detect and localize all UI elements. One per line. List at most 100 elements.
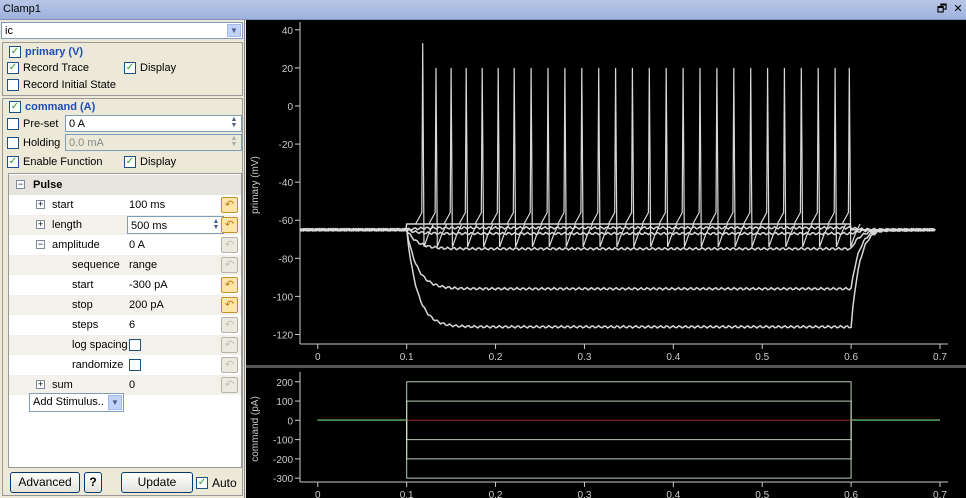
expand-icon[interactable]: + bbox=[36, 199, 45, 209]
primary-plot[interactable]: 0 0.1 0.2 0.3 0.4 0.5 0.6 0.7 -120 -100 -80 -60 -40 -… bbox=[246, 20, 966, 365]
primary-spike bbox=[607, 67, 627, 248]
record-trace-checkbox[interactable]: ✓ bbox=[7, 62, 19, 75]
record-trace-label: Record Trace bbox=[23, 62, 90, 75]
undo-icon: ↶ bbox=[221, 257, 238, 273]
tree-row-randomize[interactable]: randomize ↶ bbox=[9, 355, 241, 375]
command-header-row[interactable]: ✓ command (A) bbox=[9, 99, 95, 115]
close-icon[interactable]: ✕ bbox=[953, 3, 963, 15]
command-display-label: Display bbox=[140, 156, 177, 169]
primary-spike bbox=[540, 67, 560, 248]
primary-spike bbox=[692, 67, 712, 248]
sum-name: sum bbox=[52, 379, 73, 391]
primary-enable-checkbox[interactable]: ✓ bbox=[9, 46, 21, 59]
primary-series-line bbox=[300, 223, 936, 231]
undo-icon[interactable]: ↶ bbox=[221, 277, 238, 293]
undo-icon[interactable]: ↶ bbox=[221, 217, 238, 233]
command-y-tick-label: -100 bbox=[273, 436, 293, 447]
start-name: start bbox=[52, 199, 74, 211]
record-trace-row[interactable]: ✓ Record Trace bbox=[7, 60, 89, 76]
tree-row-log-spacing[interactable]: log spacing ↶ bbox=[9, 335, 241, 355]
tree-row-sum[interactable]: + sum 0 ↶ bbox=[9, 375, 241, 395]
preset-checkbox[interactable] bbox=[7, 118, 19, 131]
undo-icon: ↶ bbox=[221, 317, 238, 333]
mode-select[interactable]: ic ▼ bbox=[1, 22, 243, 39]
collapse-icon[interactable]: − bbox=[16, 179, 25, 189]
command-display-checkbox[interactable]: ✓ bbox=[124, 156, 136, 169]
command-display-row[interactable]: ✓ Display bbox=[124, 154, 176, 170]
help-button[interactable]: ? bbox=[84, 472, 102, 493]
length-spinbox[interactable]: 500 ms ▲ ▼ bbox=[127, 216, 224, 234]
spin-arrows-icon[interactable]: ▲ ▼ bbox=[212, 218, 220, 231]
tree-row-sequence[interactable]: sequence range ↶ bbox=[9, 255, 241, 275]
primary-y-tick-label: 20 bbox=[282, 64, 294, 75]
record-initial-state-checkbox[interactable] bbox=[7, 79, 19, 92]
primary-display-row[interactable]: ✓ Display bbox=[124, 60, 176, 76]
expand-icon[interactable]: + bbox=[36, 379, 45, 389]
plot-splitter[interactable] bbox=[246, 365, 966, 368]
start-value[interactable]: 100 ms bbox=[129, 199, 166, 211]
tree-row-amp-start[interactable]: start -300 pA ↶ bbox=[9, 275, 241, 295]
chevron-down-icon[interactable]: ▼ bbox=[108, 395, 122, 410]
command-plot[interactable]: 0 0.1 0.2 0.3 0.4 0.5 0.6 0.7 -300 -200 -100 0 100 20… bbox=[246, 368, 966, 498]
spin-arrows-icon[interactable]: ▲ ▼ bbox=[230, 116, 238, 129]
primary-display-checkbox[interactable]: ✓ bbox=[124, 62, 136, 75]
add-stimulus-select[interactable]: Add Stimulus.. ▼ bbox=[29, 393, 124, 412]
undo-icon: ↶ bbox=[221, 237, 238, 253]
preset-label: Pre-set bbox=[23, 118, 59, 131]
sequence-name: sequence bbox=[72, 259, 120, 271]
primary-spike bbox=[458, 67, 478, 248]
primary-y-tick-label: -20 bbox=[279, 140, 294, 151]
stop-value[interactable]: 200 pA bbox=[129, 299, 164, 311]
primary-spike bbox=[776, 67, 796, 248]
log-spacing-checkbox[interactable] bbox=[129, 339, 141, 351]
randomize-checkbox[interactable] bbox=[129, 359, 141, 371]
command-x-tick-label: 0.5 bbox=[755, 490, 769, 498]
tree-row-amplitude[interactable]: − amplitude 0 A ↶ bbox=[9, 235, 241, 255]
preset-row[interactable]: Pre-set bbox=[7, 116, 58, 132]
chevron-down-icon[interactable]: ▼ bbox=[227, 24, 241, 37]
holding-checkbox[interactable] bbox=[7, 137, 19, 150]
primary-spike bbox=[641, 67, 661, 248]
primary-x-tick-label: 0.1 bbox=[400, 352, 414, 363]
restore-icon[interactable]: 🗗 bbox=[936, 3, 948, 15]
steps-value[interactable]: 6 bbox=[129, 319, 136, 331]
record-initial-state-row[interactable]: Record Initial State bbox=[7, 77, 116, 93]
tree-row-pulse[interactable]: − Pulse bbox=[9, 175, 241, 195]
command-x-tick-label: 0.1 bbox=[400, 490, 414, 498]
auto-checkbox[interactable]: ✓ bbox=[196, 477, 208, 490]
holding-row[interactable]: Holding bbox=[7, 135, 60, 151]
auto-row[interactable]: ✓ Auto bbox=[196, 475, 237, 491]
enable-function-row[interactable]: ✓ Enable Function bbox=[7, 154, 103, 170]
update-button[interactable]: Update bbox=[121, 472, 193, 493]
primary-spike bbox=[574, 67, 593, 248]
sequence-value[interactable]: range bbox=[129, 259, 158, 271]
collapse-icon[interactable]: − bbox=[36, 239, 45, 249]
mode-select-value: ic bbox=[5, 25, 13, 37]
primary-header: primary (V) bbox=[25, 46, 84, 59]
tree-row-length[interactable]: + length 500 ms ▲ ▼ ↶ bbox=[9, 215, 241, 235]
tree-row-stop[interactable]: stop 200 pA ↶ bbox=[9, 295, 241, 315]
command-enable-checkbox[interactable]: ✓ bbox=[9, 101, 21, 114]
undo-icon[interactable]: ↶ bbox=[221, 197, 238, 213]
log-spacing-name: log spacing bbox=[72, 339, 128, 351]
undo-icon[interactable]: ↶ bbox=[221, 297, 238, 313]
tree-row-steps[interactable]: steps 6 ↶ bbox=[9, 315, 241, 335]
primary-x-tick-label: 0 bbox=[315, 352, 321, 363]
primary-spike bbox=[759, 67, 779, 248]
preset-spinbox[interactable]: 0 A ▲ ▼ bbox=[65, 115, 242, 132]
stimulus-parameter-tree: − Pulse + start 100 ms ↶ + length 500 ms… bbox=[8, 173, 242, 468]
command-y-tick-label: 200 bbox=[276, 378, 293, 389]
primary-spike bbox=[624, 67, 644, 248]
record-initial-state-label: Record Initial State bbox=[23, 79, 116, 92]
primary-y-tick-label: -80 bbox=[279, 254, 294, 265]
expand-icon[interactable]: + bbox=[36, 219, 45, 229]
primary-spike bbox=[591, 67, 610, 248]
tree-row-start[interactable]: + start 100 ms ↶ bbox=[9, 195, 241, 215]
amp-start-value[interactable]: -300 pA bbox=[129, 279, 168, 291]
advanced-button[interactable]: Advanced bbox=[10, 472, 80, 493]
enable-function-checkbox[interactable]: ✓ bbox=[7, 156, 19, 169]
command-x-tick-label: 0.2 bbox=[489, 490, 503, 498]
amplitude-value[interactable]: 0 A bbox=[129, 239, 145, 251]
primary-header-row[interactable]: ✓ primary (V) bbox=[9, 44, 83, 60]
primary-spike bbox=[726, 67, 745, 248]
